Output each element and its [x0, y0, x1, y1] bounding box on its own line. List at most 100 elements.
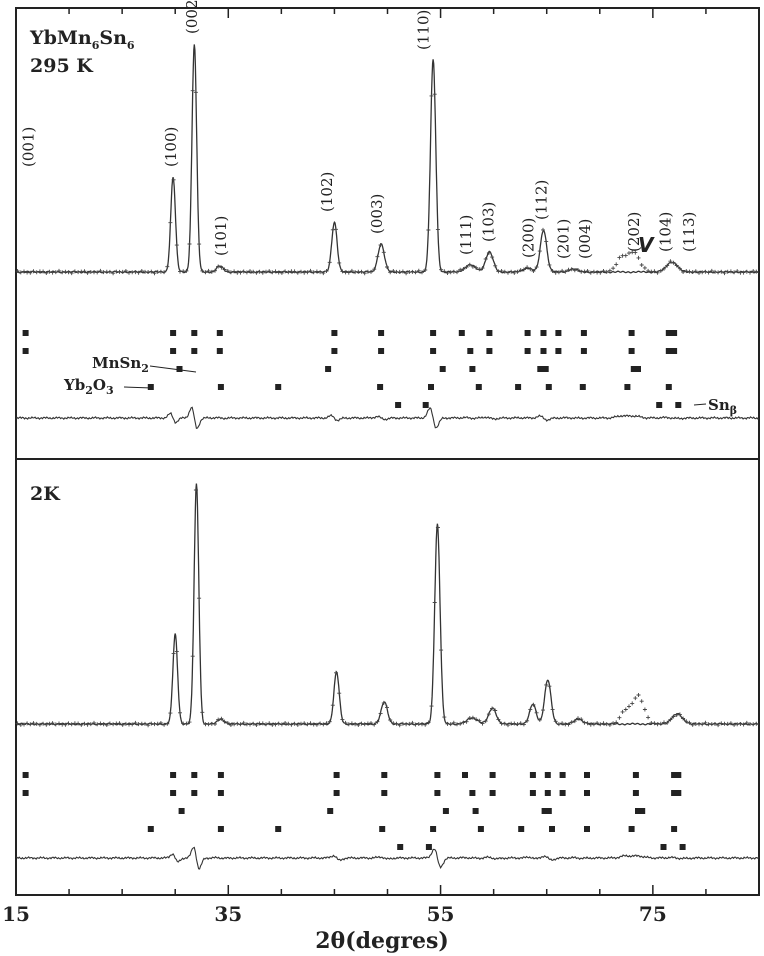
bragg-tick: [147, 384, 154, 390]
x-axis-title: 2θ(degres): [315, 928, 449, 954]
bragg-tick: [469, 366, 476, 372]
bragg-tick: [430, 330, 437, 336]
bragg-tick: [486, 348, 493, 354]
bragg-tick: [540, 348, 547, 354]
bragg-tick: [381, 772, 388, 778]
yb2o3-leader: [123, 386, 153, 389]
bragg-tick: [477, 826, 484, 832]
bragg-tick: [639, 808, 646, 814]
calculated-profile: [15, 483, 760, 726]
bragg-tick: [217, 772, 224, 778]
bragg-tick: [462, 772, 468, 778]
bragg-tick: [549, 826, 555, 832]
bragg-tick: [216, 348, 223, 354]
bragg-tick: [217, 826, 224, 832]
bragg-tick: [580, 330, 587, 336]
bragg-tick: [671, 772, 678, 778]
bragg-tick: [545, 808, 552, 814]
plot-frame: [15, 7, 760, 896]
difference-curve: [15, 846, 760, 870]
hkl-label: (103): [479, 202, 497, 242]
bragg-tick: [537, 366, 544, 372]
bragg-tick: [671, 348, 678, 354]
bragg-tick: [542, 366, 549, 372]
bragg-tick: [378, 330, 385, 336]
bragg-tick: [442, 808, 449, 814]
bragg-tick: [22, 330, 29, 336]
phase-label-ybmn6sn6: YbMn6Sn6: [29, 27, 135, 52]
bragg-tick: [275, 384, 282, 390]
bragg-tick: [671, 826, 678, 832]
difference-curve: [15, 406, 760, 429]
bragg-tick: [518, 826, 525, 832]
bragg-tick: [333, 790, 340, 796]
bragg-tick: [635, 366, 641, 372]
bragg-tick: [671, 330, 678, 336]
bragg-tick: [660, 844, 667, 850]
bragg-tick: [170, 772, 177, 778]
bragg-tick: [489, 790, 496, 796]
bragg-tick: [170, 330, 177, 336]
bragg-tick: [170, 348, 177, 354]
x-tick-label: 75: [639, 902, 667, 926]
x-tick-label: 55: [427, 902, 455, 926]
x-tick-label: 35: [214, 902, 242, 926]
x-axis: 15 35 55 75: [2, 8, 760, 926]
impurity-marker: V: [638, 233, 655, 257]
panel-label-2k: 2K: [30, 483, 61, 505]
bragg-tick: [545, 384, 552, 390]
bragg-tick: [656, 402, 663, 408]
bragg-tick: [475, 384, 482, 390]
bragg-tick: [191, 790, 198, 796]
bragg-tick: [472, 808, 479, 814]
bragg-tick: [434, 772, 441, 778]
hkl-label: (102): [318, 172, 336, 212]
bragg-tick: [665, 330, 672, 336]
phase-label-mnsn2: MnSn2: [92, 354, 149, 375]
panel-2k: [15, 483, 760, 870]
bragg-tick: [579, 384, 586, 390]
bragg-tick: [555, 348, 562, 354]
bragg-tick: [524, 330, 531, 336]
hkl-label: (002): [183, 0, 201, 34]
panel-label-295k: 295 K: [30, 55, 94, 77]
bragg-tick: [665, 384, 672, 390]
bragg-ticks-row-4: [147, 826, 678, 832]
bragg-tick: [422, 402, 429, 408]
x-tick-label: 15: [2, 902, 30, 926]
bragg-ticks-row-2: [22, 348, 678, 354]
bragg-tick: [176, 366, 183, 372]
bragg-tick: [555, 330, 562, 336]
panel-295k: (001) (100) (002) (101) (102) (003) (110) (111)…: [15, 0, 760, 429]
bragg-tick: [22, 348, 29, 354]
bragg-tick: [147, 826, 154, 832]
bragg-tick: [544, 772, 551, 778]
bragg-tick: [584, 772, 590, 778]
bragg-tick: [529, 790, 536, 796]
bragg-tick: [458, 330, 465, 336]
bragg-tick: [541, 808, 548, 814]
bragg-tick: [191, 330, 198, 336]
bragg-tick: [191, 772, 198, 778]
bragg-tick: [397, 844, 404, 850]
hkl-label: (112): [532, 180, 550, 220]
hkl-label: (001): [20, 127, 38, 167]
bragg-tick: [191, 348, 198, 354]
bragg-tick: [379, 826, 386, 832]
bragg-tick: [559, 790, 566, 796]
bragg-tick: [381, 790, 388, 796]
bragg-ticks-row-3: [178, 808, 646, 814]
hkl-label: (113): [680, 212, 698, 252]
bragg-tick: [216, 330, 223, 336]
bragg-ticks-row-1: [22, 772, 682, 778]
bragg-ticks-row-5: [397, 844, 686, 850]
bragg-tick: [327, 808, 334, 814]
phase-label-sn-beta: Snβ: [708, 396, 737, 417]
bragg-tick: [430, 348, 437, 354]
bragg-tick: [635, 808, 641, 814]
hkl-label: (004): [576, 219, 594, 259]
bragg-tick: [430, 826, 437, 832]
bragg-tick: [630, 366, 637, 372]
bragg-tick: [584, 790, 590, 796]
bragg-tick: [632, 772, 639, 778]
